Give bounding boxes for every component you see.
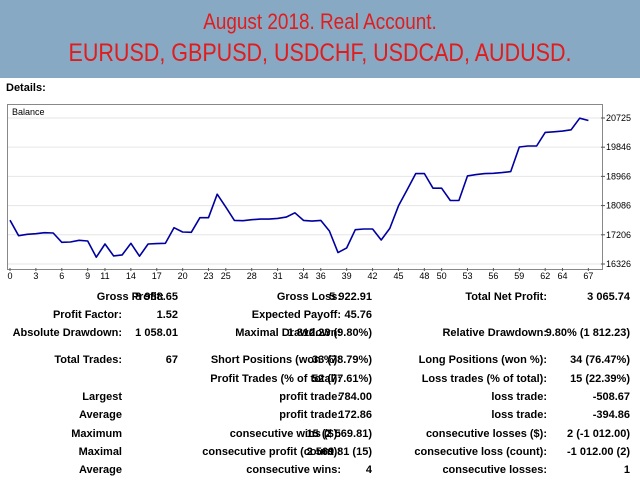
absolute-drawdown-value: 1 058.01 bbox=[135, 327, 178, 339]
max-consecutive-losses-value: 2 (-1 012.00) bbox=[567, 428, 630, 440]
details-label: Details: bbox=[6, 82, 46, 94]
largest-loss-value: -508.67 bbox=[592, 391, 630, 403]
avg-consecutive-losses-value: 1 bbox=[623, 464, 630, 476]
gross-loss-value: 5 922.91 bbox=[329, 291, 372, 303]
x-tick-label: 6 bbox=[59, 271, 64, 281]
x-tick-label: 3 bbox=[33, 271, 38, 281]
x-tick-label: 25 bbox=[221, 271, 231, 281]
total-trades-value: 67 bbox=[165, 354, 178, 366]
x-tick-label: 20 bbox=[178, 271, 188, 281]
x-tick-label: 42 bbox=[368, 271, 378, 281]
relative-drawdown-value: 9.80% (1 812.23) bbox=[545, 327, 630, 339]
long-positions-label: Long Positions (won %): bbox=[418, 354, 547, 366]
maximal-consecutive-loss-value: -1 012.00 (2) bbox=[567, 446, 630, 458]
title-banner: August 2018. Real Account. EURUSD, GBPUS… bbox=[0, 0, 640, 78]
gross-loss-label: Gross Loss: bbox=[276, 291, 341, 303]
profit-factor-label: Profit Factor: bbox=[52, 309, 122, 321]
x-tick-label: 23 bbox=[204, 271, 214, 281]
symbols-title: EURUSD, GBPUSD, USDCHF, USDCAD, AUDUSD. bbox=[68, 39, 572, 67]
x-tick-label: 34 bbox=[298, 271, 308, 281]
x-tick-label: 9 bbox=[85, 271, 90, 281]
average-profit-value: 172.86 bbox=[338, 409, 372, 421]
x-tick-label: 48 bbox=[419, 271, 429, 281]
x-tick-label: 39 bbox=[342, 271, 352, 281]
y-tick-label: 19846 bbox=[606, 142, 631, 152]
x-tick-label: 64 bbox=[557, 271, 567, 281]
average-consecutive-label: Average bbox=[78, 464, 122, 476]
balance-chart-frame bbox=[7, 104, 603, 270]
x-tick-label: 31 bbox=[273, 271, 283, 281]
largest-profit-value: 784.00 bbox=[338, 391, 372, 403]
x-tick-label: 59 bbox=[514, 271, 524, 281]
avg-consecutive-wins-value: 4 bbox=[365, 464, 372, 476]
y-tick-label: 18086 bbox=[606, 201, 631, 211]
x-tick-label: 17 bbox=[152, 271, 162, 281]
max-consecutive-losses-label: consecutive losses ($): bbox=[425, 428, 547, 440]
total-trades-label: Total Trades: bbox=[54, 354, 122, 366]
maximal-consecutive-profit-value: 2 569.81 (15) bbox=[306, 446, 372, 458]
x-tick-label: 67 bbox=[583, 271, 593, 281]
total-net-profit-label: Total Net Profit: bbox=[465, 291, 547, 303]
gross-profit-value: 8 988.65 bbox=[135, 291, 178, 303]
report-title: August 2018. Real Account. bbox=[203, 9, 437, 34]
maximal-label: Maximal bbox=[78, 446, 122, 458]
max-consecutive-wins-label: consecutive wins ($): bbox=[229, 428, 341, 440]
short-positions-value: 33 (78.79%) bbox=[312, 354, 372, 366]
x-tick-label: 36 bbox=[316, 271, 326, 281]
maximal-drawdown-label: Maximal Drawdown: bbox=[235, 327, 341, 339]
average-loss-label: loss trade: bbox=[491, 409, 547, 421]
maximum-label: Maximum bbox=[71, 428, 122, 440]
avg-consecutive-losses-label: consecutive losses: bbox=[442, 464, 547, 476]
average-label: Average bbox=[78, 409, 122, 421]
balance-line bbox=[9, 117, 589, 259]
y-tick-label: 17206 bbox=[606, 230, 631, 240]
y-tick-label: 20725 bbox=[606, 113, 631, 123]
expected-payoff-label: Expected Payoff: bbox=[251, 309, 341, 321]
x-tick-label: 14 bbox=[126, 271, 136, 281]
x-tick-label: 56 bbox=[488, 271, 498, 281]
largest-label: Largest bbox=[82, 391, 122, 403]
avg-consecutive-wins-label: consecutive wins: bbox=[246, 464, 341, 476]
x-tick-label: 50 bbox=[437, 271, 447, 281]
long-positions-value: 34 (76.47%) bbox=[570, 354, 630, 366]
gross-profit-label: Gross Profit: bbox=[96, 291, 164, 303]
maximal-consecutive-profit-label: consecutive profit (count): bbox=[202, 446, 341, 458]
maximal-consecutive-loss-label: consecutive loss (count): bbox=[414, 446, 547, 458]
max-consecutive-wins-value: 15 (2 569.81) bbox=[306, 428, 372, 440]
y-tick-label: 18966 bbox=[606, 171, 631, 181]
absolute-drawdown-label: Absolute Drawdown: bbox=[12, 327, 122, 339]
average-loss-value: -394.86 bbox=[592, 409, 630, 421]
profit-factor-value: 1.52 bbox=[156, 309, 178, 321]
x-tick-label: 53 bbox=[463, 271, 473, 281]
x-tick-label: 0 bbox=[7, 271, 12, 281]
loss-trades-label: Loss trades (% of total): bbox=[421, 373, 547, 385]
x-tick-label: 45 bbox=[393, 271, 403, 281]
largest-profit-label: profit trade: bbox=[279, 391, 341, 403]
average-profit-label: profit trade: bbox=[279, 409, 341, 421]
total-net-profit-value: 3 065.74 bbox=[587, 291, 630, 303]
short-positions-label: Short Positions (won %): bbox=[210, 354, 341, 366]
profit-trades-label: Profit Trades (% of total): bbox=[210, 373, 341, 385]
y-tick-label: 16326 bbox=[606, 259, 631, 269]
loss-trades-value: 15 (22.39%) bbox=[570, 373, 630, 385]
x-tick-label: 28 bbox=[247, 271, 257, 281]
largest-loss-label: loss trade: bbox=[491, 391, 547, 403]
x-tick-label: 11 bbox=[100, 271, 109, 281]
chart-title: Balance bbox=[12, 107, 45, 117]
profit-trades-value: 52 (77.61%) bbox=[312, 373, 372, 385]
relative-drawdown-label: Relative Drawdown: bbox=[442, 327, 547, 339]
x-tick-label: 62 bbox=[540, 271, 550, 281]
maximal-drawdown-value: 1 812.23 (9.80%) bbox=[287, 327, 372, 339]
expected-payoff-value: 45.76 bbox=[344, 309, 372, 321]
